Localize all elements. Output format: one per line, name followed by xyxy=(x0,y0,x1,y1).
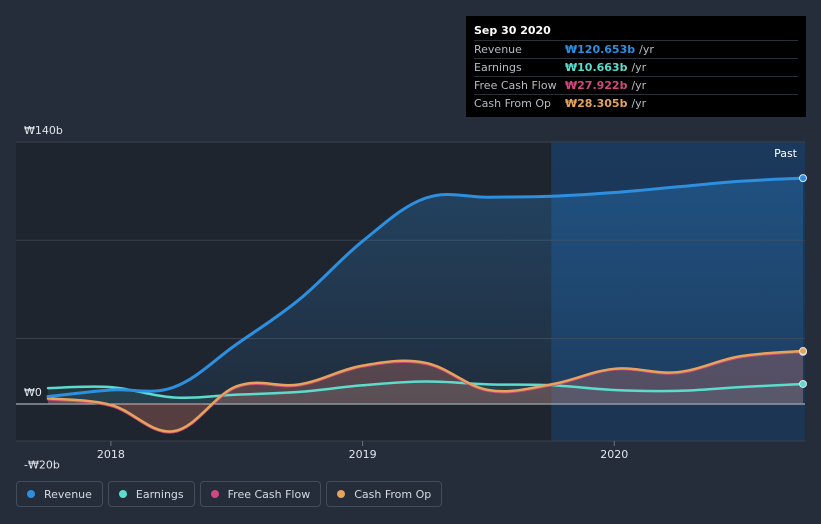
legend-dot-icon xyxy=(337,490,346,498)
series-area-earnings xyxy=(48,381,803,404)
tooltip-row-free-cash-flow: Free Cash Flow ₩27.922b /yr xyxy=(474,76,798,94)
series-end-point-revenue xyxy=(799,174,807,183)
series-line-cash-from-op xyxy=(46,349,805,433)
tooltip-date: Sep 30 2020 xyxy=(474,24,551,37)
legend-dot-icon xyxy=(118,490,127,498)
x-tick-label: 2018 xyxy=(97,448,125,461)
y-tick-label: ₩0 xyxy=(24,386,42,399)
tooltip-unit: /yr xyxy=(631,79,647,92)
series-area-revenue xyxy=(48,178,803,404)
tooltip-value: ₩27.922b xyxy=(565,79,628,92)
tooltip-row-cash-from-op: Cash From Op ₩28.305b /yr xyxy=(474,94,798,112)
tooltip-row-earnings: Earnings ₩10.663b /yr xyxy=(474,58,798,76)
tooltip-unit: /yr xyxy=(631,61,647,74)
series-area-cash-from-op xyxy=(48,351,803,432)
legend: Revenue Earnings Free Cash Flow Cash Fro… xyxy=(16,481,447,509)
tooltip-value: ₩120.653b xyxy=(565,43,636,56)
tooltip: Sep 30 2020 Revenue ₩120.653b /yr Earnin… xyxy=(466,16,806,117)
series-line-earnings xyxy=(46,380,805,400)
legend-item-earnings[interactable]: Earnings xyxy=(107,481,195,507)
legend-item-free-cash-flow[interactable]: Free Cash Flow xyxy=(199,481,322,507)
tooltip-label: Cash From Op xyxy=(474,97,552,110)
tooltip-unit: /yr xyxy=(631,97,647,110)
series-line-revenue xyxy=(46,176,805,399)
legend-label: Free Cash Flow xyxy=(227,487,311,501)
series-end-point-cash-from-op xyxy=(799,347,807,356)
tooltip-value: ₩28.305b xyxy=(565,97,628,110)
legend-label: Revenue xyxy=(44,487,92,501)
legend-dot-icon xyxy=(210,490,219,498)
x-tick-label: 2020 xyxy=(600,448,628,461)
series-end-point-earnings xyxy=(799,379,807,388)
legend-item-cash-from-op[interactable]: Cash From Op xyxy=(326,481,443,507)
tooltip-unit: /yr xyxy=(639,43,654,56)
tooltip-label: Earnings xyxy=(474,61,522,74)
legend-label: Cash From Op xyxy=(354,487,432,501)
legend-label: Earnings xyxy=(135,487,184,501)
tooltip-value: ₩10.663b xyxy=(565,61,628,74)
y-tick-label: -₩20b xyxy=(24,458,60,471)
tooltip-label: Free Cash Flow xyxy=(474,79,557,92)
series-area-free-cash-flow xyxy=(48,351,803,433)
y-tick-label: ₩140b xyxy=(24,124,63,137)
x-tick-label: 2019 xyxy=(349,448,377,461)
tooltip-label: Revenue xyxy=(474,43,522,56)
past-label: Past xyxy=(774,147,798,160)
tooltip-row-revenue: Revenue ₩120.653b /yr xyxy=(474,40,798,58)
legend-item-revenue[interactable]: Revenue xyxy=(16,481,103,507)
legend-dot-icon xyxy=(27,490,35,498)
